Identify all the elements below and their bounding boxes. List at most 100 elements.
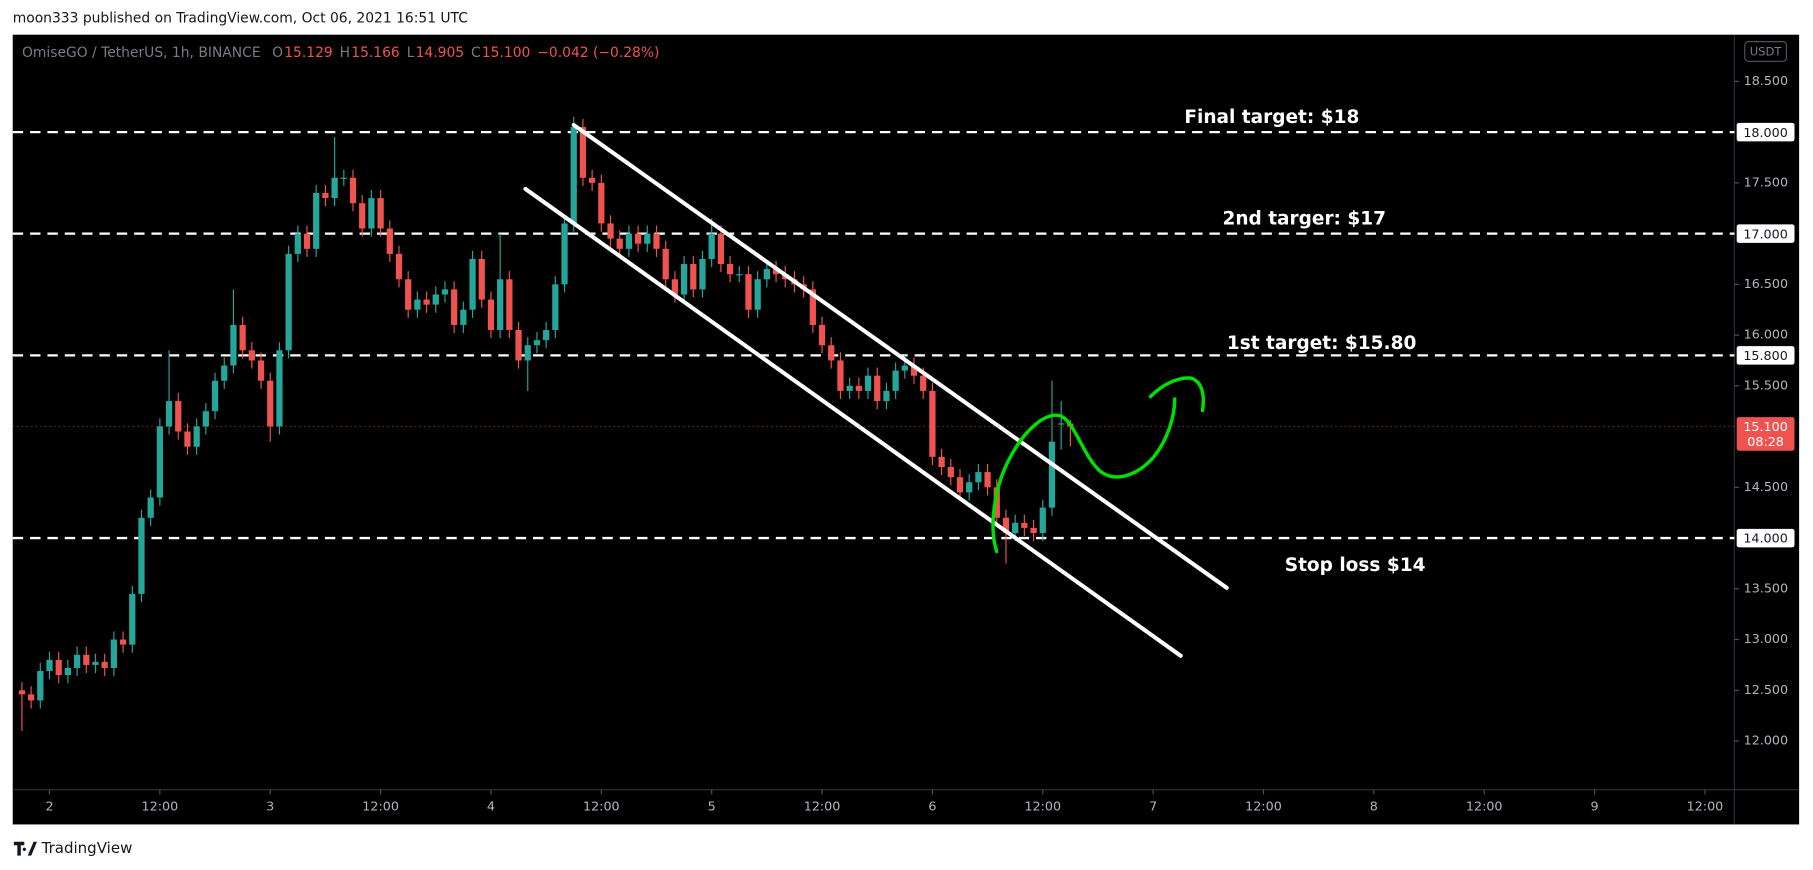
candle-body: [303, 233, 311, 249]
candle-body: [64, 667, 72, 676]
ohlc-value: 15.129: [284, 45, 332, 61]
candle-body: [248, 350, 255, 361]
candle-body: [322, 193, 329, 199]
candle-body: [717, 233, 725, 265]
candle-body: [441, 289, 449, 295]
candle-body: [616, 238, 623, 249]
candle-body: [83, 654, 90, 665]
candle-body: [18, 690, 26, 695]
candle-body: [469, 258, 476, 310]
candle-body: [745, 274, 752, 310]
candle-body: [138, 517, 145, 594]
ohlc-value: 15.166: [351, 45, 399, 61]
candle-body: [340, 177, 347, 179]
level-note: Final target: $18: [1184, 107, 1359, 128]
chart-panel: [12, 34, 1800, 825]
candle-body: [653, 233, 660, 249]
x-tick-label: 12:00: [362, 799, 399, 814]
candle-body: [901, 365, 908, 371]
x-tick-label: 2: [45, 799, 53, 814]
candle-body: [579, 127, 587, 178]
candle-body: [1058, 423, 1065, 425]
candle-body: [1012, 522, 1019, 533]
x-tick-label: 12:00: [583, 799, 620, 814]
candle-body: [202, 411, 209, 427]
channel-line: [571, 122, 1229, 590]
candle-body: [147, 497, 154, 518]
ohlc-value: 14.905: [416, 45, 464, 61]
candle-body: [73, 654, 81, 668]
level-badge: [1736, 224, 1795, 243]
candle-body: [451, 289, 458, 325]
candle-body: [910, 365, 918, 376]
candle-body: [515, 330, 522, 361]
y-tick-label: 18.500: [1744, 73, 1788, 88]
x-tick-label: 12:00: [1024, 799, 1061, 814]
candle-body: [230, 324, 237, 366]
candle-body: [221, 365, 228, 381]
candle-body: [193, 426, 200, 447]
candle-body: [175, 401, 182, 432]
candle-body: [772, 269, 780, 275]
candle-body: [690, 264, 697, 290]
y-tick-label: 13.500: [1744, 580, 1788, 595]
x-tick-label: 4: [487, 799, 495, 814]
candle-body: [644, 233, 651, 244]
candle-body: [497, 279, 504, 331]
candle-body: [506, 279, 513, 331]
candle-body: [294, 233, 301, 254]
candle-body: [634, 233, 642, 244]
y-tick-label: 12.000: [1744, 733, 1788, 748]
x-tick-label: 5: [708, 799, 716, 814]
candle-body: [809, 289, 816, 325]
channel-line: [523, 186, 1183, 658]
candle-body: [184, 431, 191, 447]
publish-header: moon333 published on TradingView.com, Oc…: [13, 11, 468, 27]
level-badge-label: 18.000: [1743, 125, 1787, 140]
candle-body: [736, 274, 743, 276]
candle-body: [763, 269, 770, 280]
candle-body: [975, 472, 982, 483]
freehand-projection-tail: [1148, 376, 1206, 413]
candle-body: [671, 279, 679, 295]
candle-body: [156, 426, 163, 498]
y-tick-label: 16.500: [1744, 276, 1788, 291]
ohlc-key: L: [407, 45, 415, 61]
candle-body: [395, 253, 403, 280]
candle-body: [938, 456, 945, 468]
candle-body: [837, 360, 844, 391]
freehand-projection: [991, 397, 1177, 554]
candle-body: [533, 340, 541, 346]
candle-body: [589, 177, 596, 183]
candle-body: [680, 264, 688, 295]
candle-body: [846, 385, 853, 391]
candle-body: [386, 228, 393, 254]
candle-body: [1039, 507, 1046, 533]
tradingview-logo: TradingView: [13, 839, 132, 857]
candle-body: [487, 299, 495, 331]
candle-body: [349, 177, 357, 204]
plot-area: 12.000 12.500 13.000 13.500 14.500 15.500 16.0…: [12, 73, 1795, 814]
candle-body: [874, 375, 881, 402]
candle-body: [432, 294, 439, 305]
candle-body: [239, 324, 246, 351]
candle-body: [313, 193, 320, 249]
candle-body: [37, 671, 44, 701]
y-tick-label: 14.500: [1744, 479, 1788, 494]
candle-body: [966, 482, 973, 493]
candle-body: [257, 360, 265, 381]
symbol-legend: OmiseGO / TetherUS, 1h, BINANCE O 15.129 H…: [22, 45, 659, 61]
candle-body: [110, 639, 118, 668]
candle-body: [478, 258, 485, 300]
candle-body: [883, 390, 890, 402]
candle-body: [1002, 517, 1010, 533]
candle-body: [726, 264, 734, 275]
candle-body: [625, 233, 633, 249]
candle-body: [368, 198, 375, 229]
x-tick-label: 8: [1370, 799, 1378, 814]
x-tick-label: 9: [1591, 799, 1599, 814]
currency-label: USDT: [1750, 45, 1783, 59]
candle-body: [1048, 441, 1056, 508]
x-tick-label: 12:00: [1245, 799, 1282, 814]
